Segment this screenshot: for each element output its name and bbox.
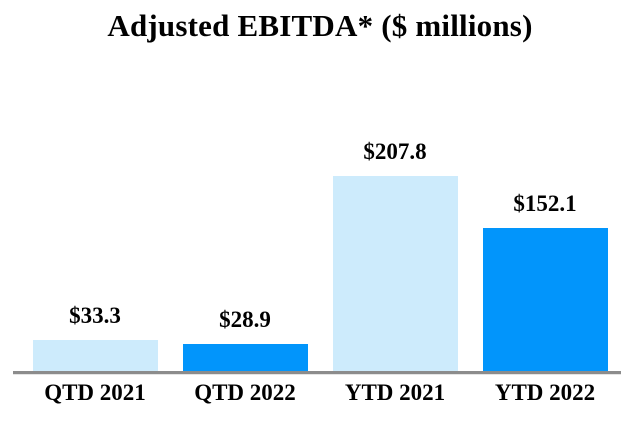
bar-column-ytd-2021: $207.8 [320,0,470,371]
bar-ytd-2021 [332,176,458,371]
plot-area: $33.3 $28.9 $207.8 $152.1 [20,0,620,371]
bar-column-qtd-2021: $33.3 [20,0,170,371]
bar-value-label: $152.1 [513,190,577,216]
x-axis-line [13,371,621,374]
x-axis-labels: QTD 2021 QTD 2022 YTD 2021 YTD 2022 [20,379,620,407]
x-axis-label-ytd-2021: YTD 2021 [344,380,446,405]
x-axis-label-ytd-2022: YTD 2022 [494,380,596,405]
bar-column-qtd-2022: $28.9 [170,0,320,371]
bar-qtd-2022 [182,344,308,371]
bar-ytd-2022 [482,228,608,371]
x-axis-label-qtd-2022: QTD 2022 [194,380,296,405]
bar-qtd-2021 [32,340,158,371]
bar-value-label: $28.9 [219,306,271,332]
chart-title: Adjusted EBITDA* ($ millions) [107,8,533,43]
bar-value-label: $33.3 [69,302,121,328]
bar-column-ytd-2022: $152.1 [470,0,620,371]
bar-value-label: $207.8 [363,138,427,164]
x-axis-label-qtd-2021: QTD 2021 [44,380,146,405]
